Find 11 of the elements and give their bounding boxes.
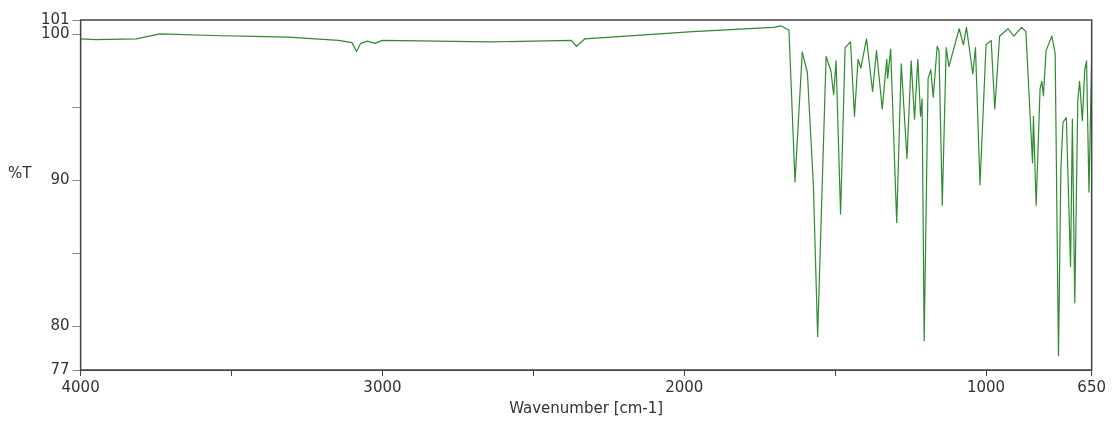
y-tick-label: 80 [50,316,70,335]
y-tick-label: 77 [50,359,70,378]
x-tick-label: 3000 [363,377,402,396]
x-tick-label: 4000 [61,377,100,396]
y-tick-label: 100 [40,24,70,43]
x-tick-label: 2000 [665,377,704,396]
x-tick-label: 650 [1077,377,1107,396]
x-tick-label: 1000 [966,377,1006,396]
x-axis-title: Wavenumber [cm-1] [509,398,664,417]
y-tick-label: 90 [50,170,70,189]
y-axis-title: %T [8,163,33,182]
